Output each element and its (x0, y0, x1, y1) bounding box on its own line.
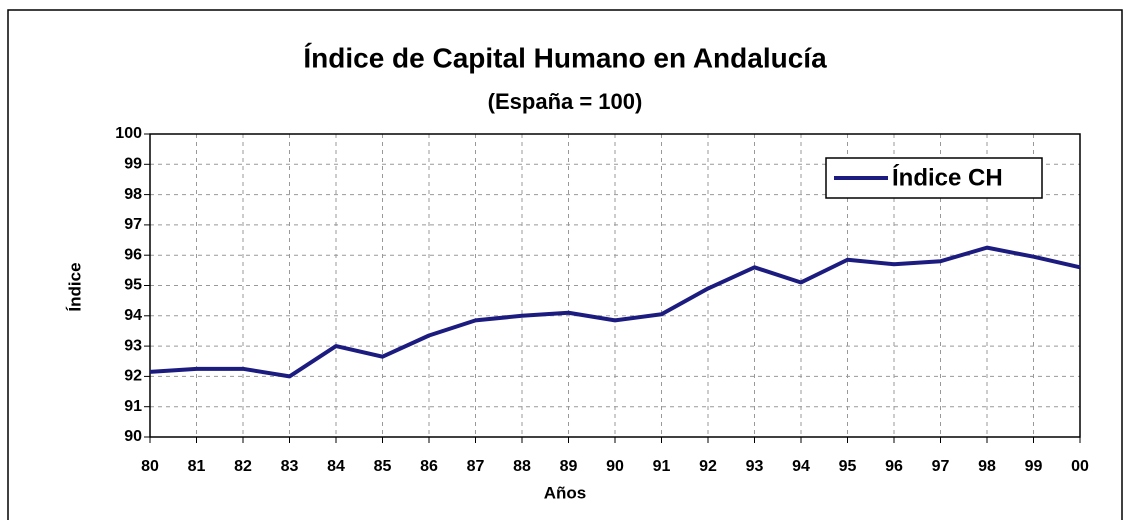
x-tick-label: 87 (467, 458, 485, 475)
x-tick-label: 90 (606, 458, 624, 475)
chart-subtitle: (España = 100) (488, 89, 643, 114)
x-tick-label: 92 (699, 458, 717, 475)
x-tick-label: 82 (234, 458, 252, 475)
y-tick-label: 90 (124, 428, 142, 445)
y-tick-label: 92 (124, 368, 142, 385)
x-axis-label: Años (544, 483, 587, 502)
x-tick-label: 86 (420, 458, 438, 475)
y-tick-label: 97 (124, 216, 142, 233)
x-tick-label: 80 (141, 458, 159, 475)
y-tick-label: 93 (124, 337, 142, 354)
legend-label: Índice CH (892, 163, 1003, 191)
x-tick-label: 83 (281, 458, 299, 475)
y-tick-label: 98 (124, 186, 142, 203)
data-line (149, 245, 1081, 379)
x-tick-label: 96 (885, 458, 903, 475)
x-tick-label: 88 (513, 458, 531, 475)
plot-area (149, 133, 1081, 438)
y-tick-label: 99 (124, 156, 142, 173)
x-tick-label: 85 (374, 458, 392, 475)
x-tick-label: 99 (1025, 458, 1043, 475)
x-tick-label: 84 (327, 458, 345, 475)
x-tick-label: 95 (839, 458, 857, 475)
x-tick-label: 94 (792, 458, 810, 475)
x-tick-label: 89 (560, 458, 578, 475)
y-tick-label: 94 (124, 307, 142, 324)
x-tick-label: 97 (932, 458, 950, 475)
y-tick-label: 96 (124, 246, 142, 263)
chart-frame (7, 9, 1123, 520)
x-tick-label: 98 (978, 458, 996, 475)
x-tick-label: 00 (1071, 458, 1089, 475)
x-tick-label: 93 (746, 458, 764, 475)
x-tick-label: 91 (653, 458, 671, 475)
y-tick-label: 95 (124, 277, 142, 294)
y-tick-label: 91 (124, 398, 142, 415)
chart-title: Índice de Capital Humano en Andalucía (303, 42, 827, 73)
y-axis-label: Índice (65, 262, 84, 311)
y-tick-label: 100 (115, 125, 142, 142)
x-tick-label: 81 (188, 458, 206, 475)
